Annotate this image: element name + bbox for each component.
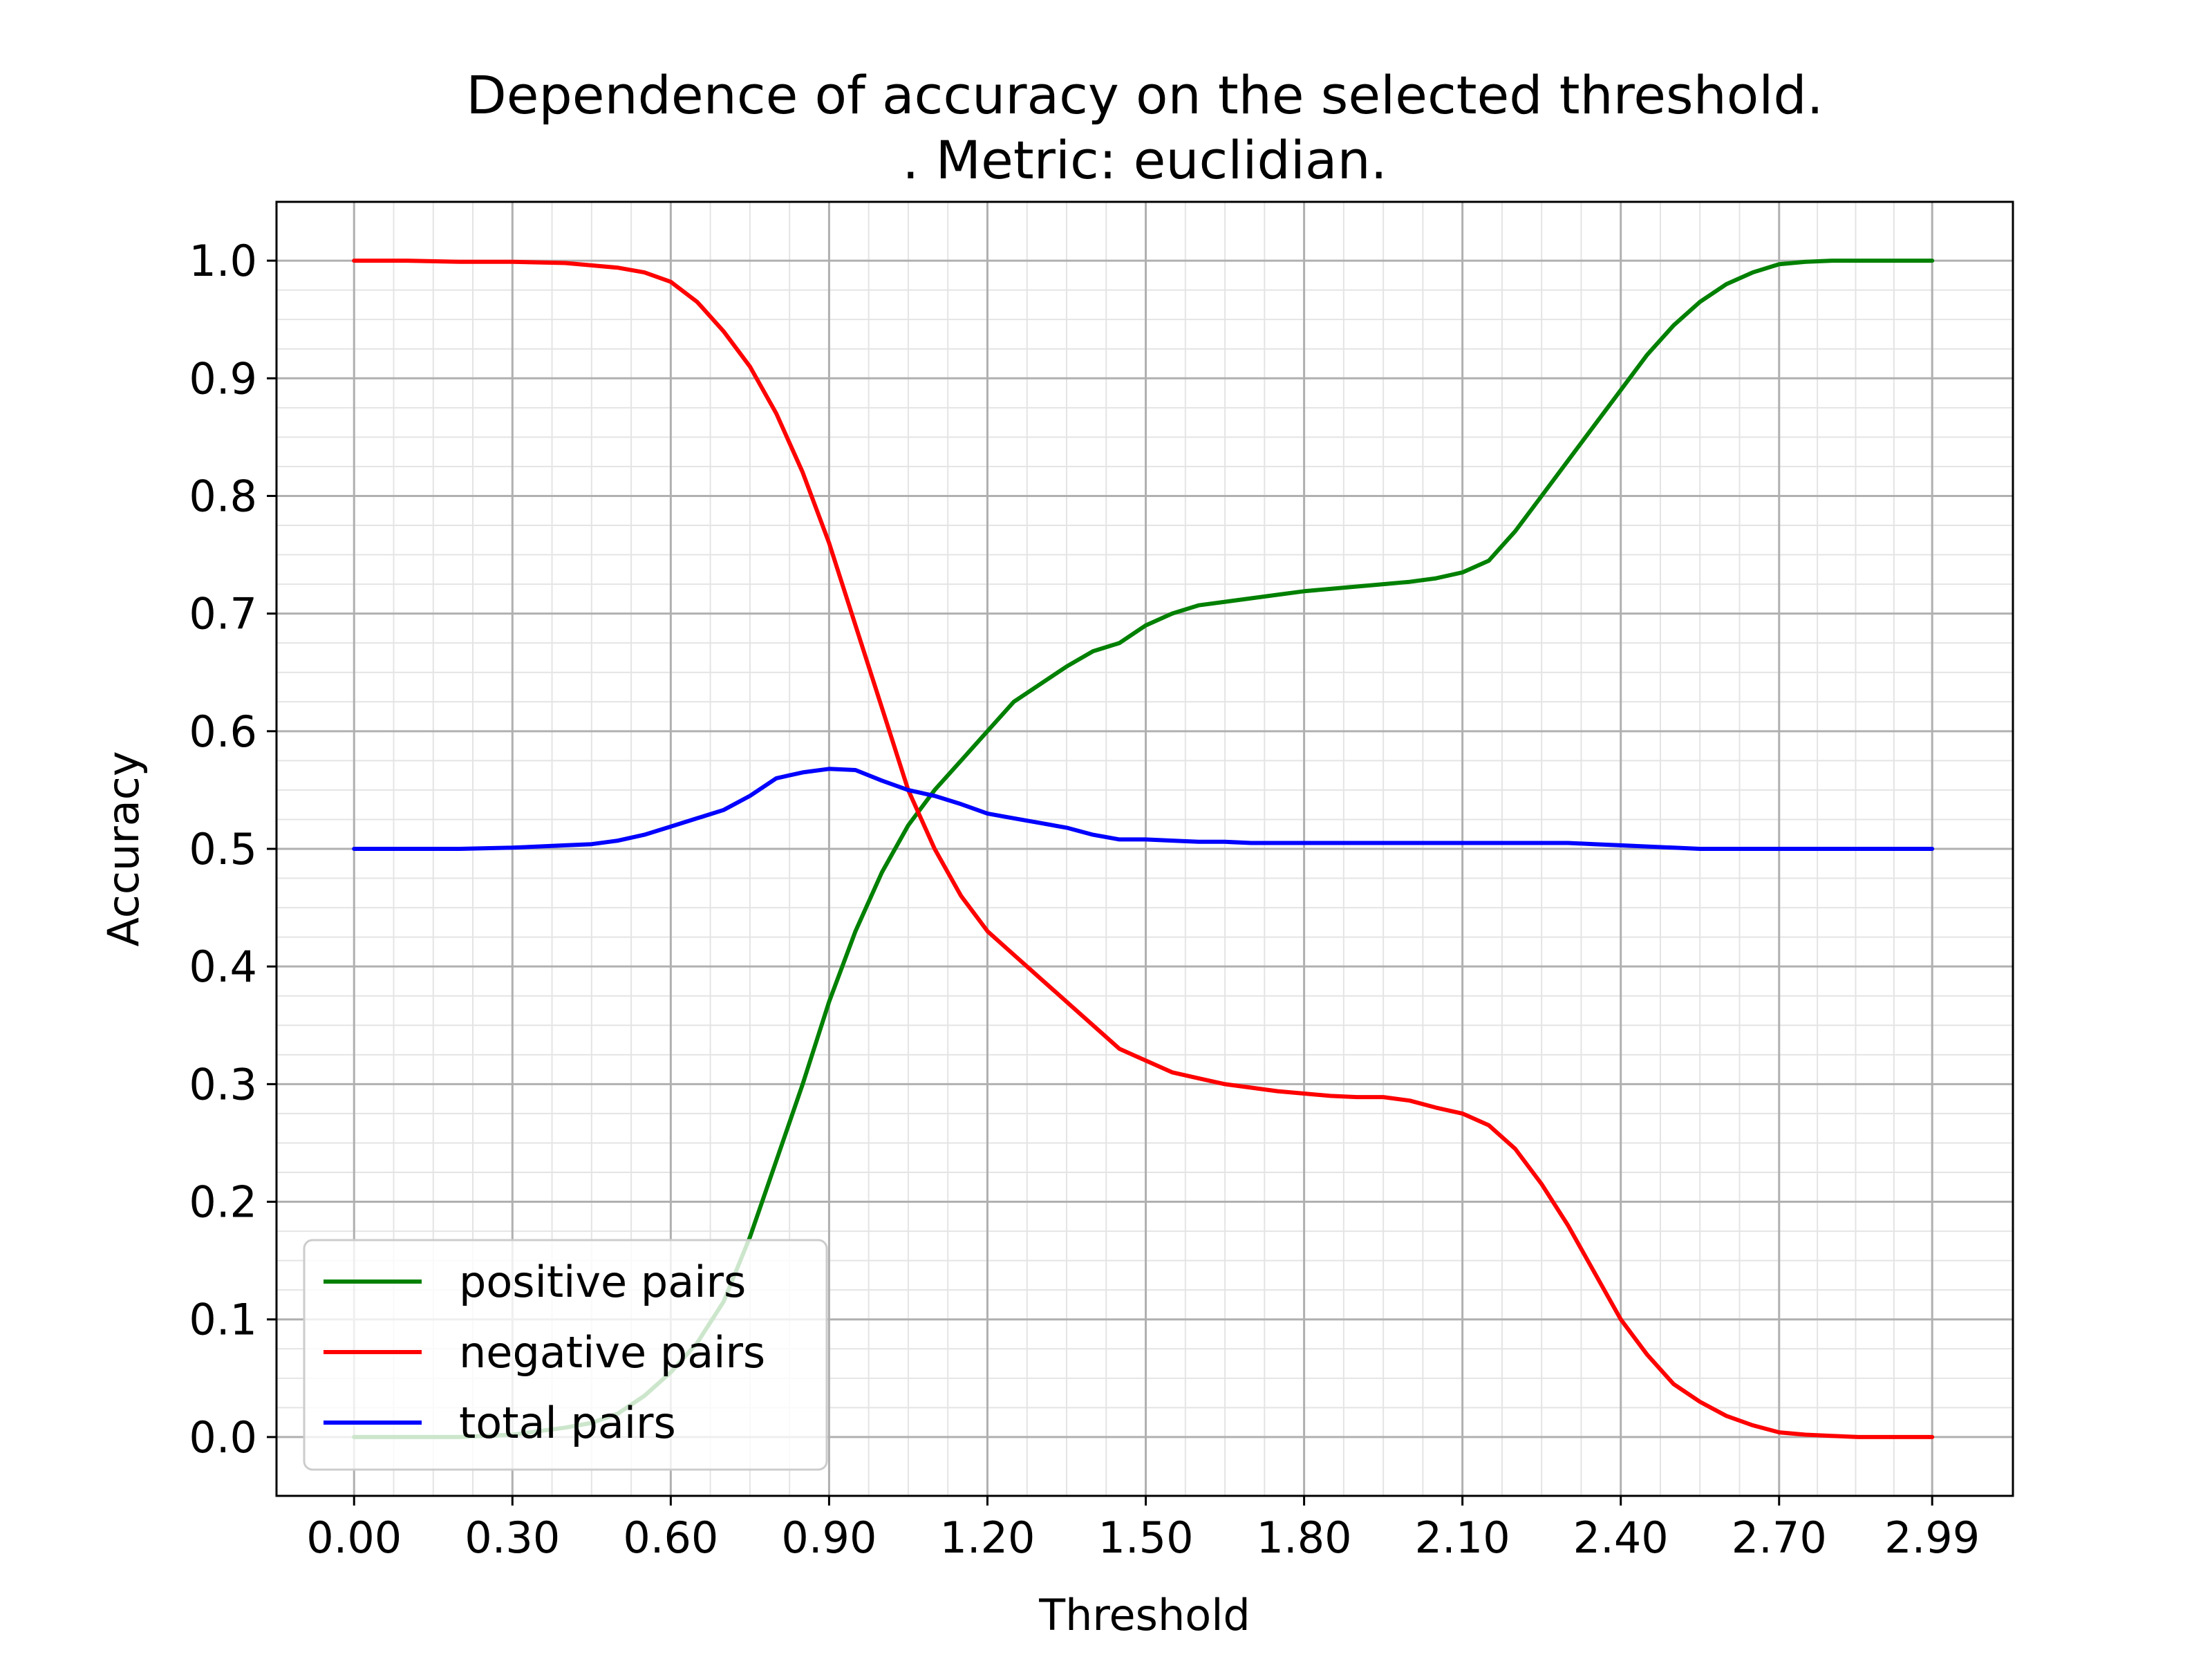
y-tick-label: 0.9 bbox=[189, 353, 257, 404]
y-tick-label: 0.2 bbox=[189, 1177, 257, 1228]
y-tick-label: 0.5 bbox=[189, 824, 257, 874]
y-ticks: 0.0 0.1 0.2 0.3 0.4 0.5 0.6 0.7 0.8 0.9 1.0 bbox=[189, 236, 276, 1463]
x-tick-label: 1.50 bbox=[1098, 1512, 1194, 1563]
legend-label: negative pairs bbox=[459, 1327, 765, 1378]
y-axis-label: Accuracy bbox=[98, 751, 149, 946]
x-tick-label: 1.20 bbox=[939, 1512, 1035, 1563]
legend-box bbox=[303, 1239, 828, 1471]
legend: positive pairs negative pairs total pairs bbox=[303, 1239, 828, 1471]
chart-title-line-1: Dependence of accuracy on the selected t… bbox=[466, 64, 1824, 126]
x-tick-label: 2.70 bbox=[1732, 1512, 1827, 1563]
series-line-total-pairs bbox=[352, 767, 1935, 851]
y-tick-label: 0.0 bbox=[189, 1412, 257, 1463]
chart-title-line-2: . Metric: euclidian. bbox=[902, 129, 1387, 191]
x-tick-label: 0.30 bbox=[465, 1512, 560, 1563]
y-tick-label: 1.0 bbox=[189, 236, 257, 286]
x-tick-label: 0.90 bbox=[781, 1512, 877, 1563]
x-tick-label: 0.00 bbox=[306, 1512, 402, 1563]
y-tick-label: 0.8 bbox=[189, 471, 257, 521]
y-tick-label: 0.1 bbox=[189, 1295, 257, 1345]
x-tick-label: 2.99 bbox=[1884, 1512, 1980, 1563]
x-tick-label: 0.60 bbox=[623, 1512, 718, 1563]
y-tick-label: 0.7 bbox=[189, 589, 257, 639]
x-tick-label: 2.10 bbox=[1415, 1512, 1510, 1563]
legend-label: positive pairs bbox=[459, 1257, 746, 1307]
x-tick-label: 2.40 bbox=[1573, 1512, 1669, 1563]
x-tick-label: 1.80 bbox=[1257, 1512, 1352, 1563]
series-line-negative-pairs bbox=[352, 259, 1935, 1439]
y-tick-label: 0.6 bbox=[189, 706, 257, 757]
y-tick-label: 0.3 bbox=[189, 1059, 257, 1109]
x-ticks: 0.00 0.30 0.60 0.90 1.20 1.50 1.80 2.10 2.40 2.70… bbox=[306, 1496, 1980, 1563]
x-axis-label: Threshold bbox=[1038, 1590, 1250, 1640]
y-tick-label: 0.4 bbox=[189, 941, 257, 992]
legend-label: total pairs bbox=[459, 1398, 676, 1448]
